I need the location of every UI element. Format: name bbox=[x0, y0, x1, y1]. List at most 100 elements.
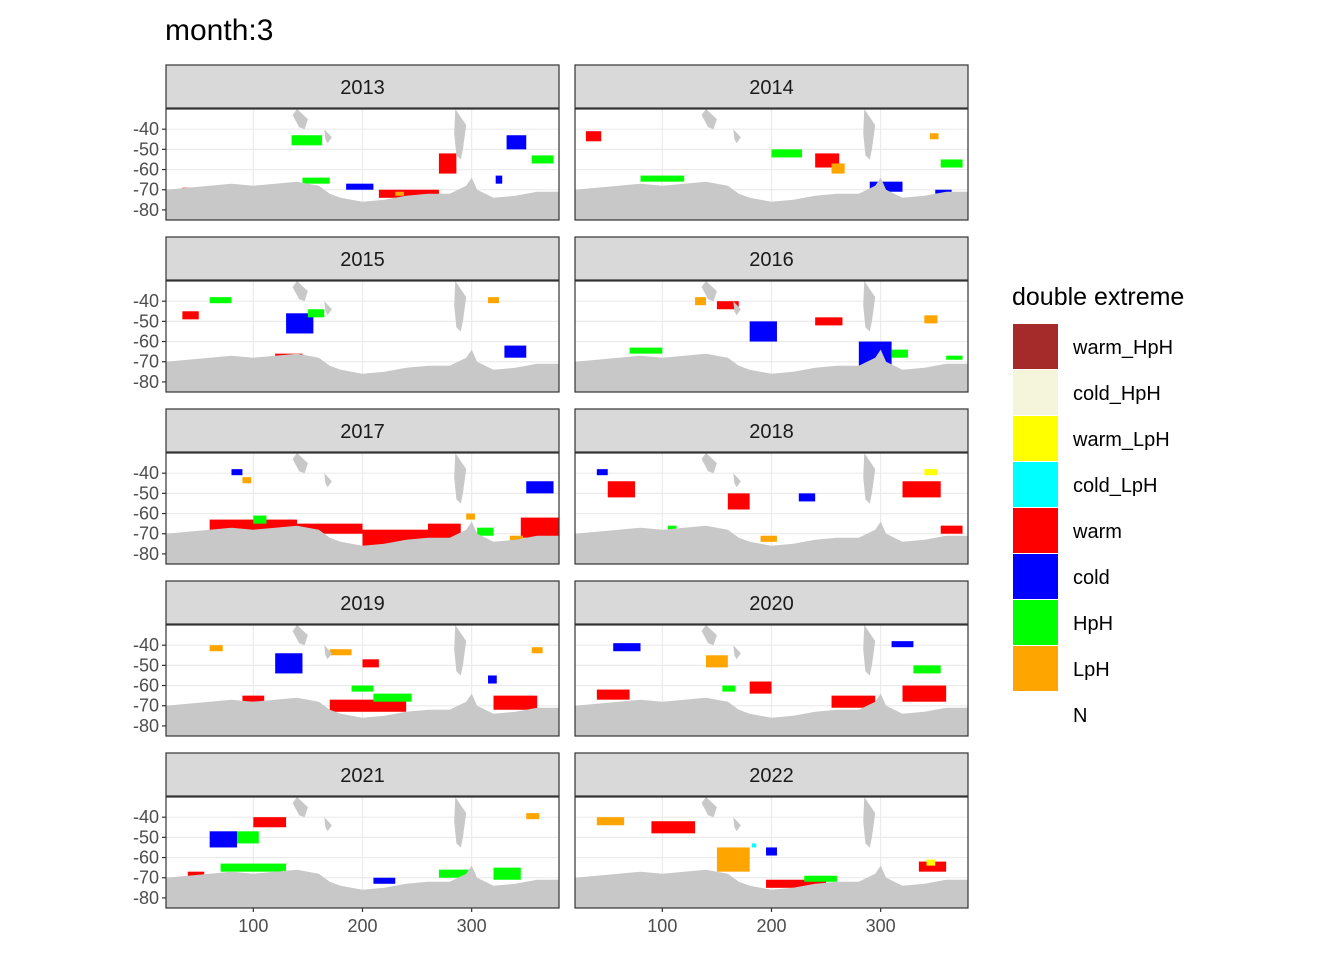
land-continent bbox=[324, 645, 332, 660]
y-tick-label: -80 bbox=[133, 372, 159, 392]
data-patch-warm bbox=[378, 189, 439, 198]
data-patch-warm bbox=[297, 523, 363, 534]
y-tick-label: -60 bbox=[133, 160, 159, 180]
data-patch-cold bbox=[766, 847, 777, 856]
land-antarctica bbox=[575, 865, 968, 908]
x-tick-label: 300 bbox=[457, 916, 487, 936]
data-patch-cold bbox=[613, 643, 641, 652]
data-patch-HpH bbox=[373, 693, 412, 702]
legend-label-warm_HpH: warm_HpH bbox=[1072, 337, 1173, 359]
panel-border bbox=[574, 280, 969, 393]
land-continent bbox=[324, 301, 332, 316]
legend-label-warm_LpH: warm_LpH bbox=[1072, 429, 1170, 451]
land-continent bbox=[324, 817, 332, 832]
facet-label: 2014 bbox=[749, 77, 794, 99]
facet-strip bbox=[574, 408, 969, 453]
x-tick-label: 100 bbox=[647, 916, 677, 936]
data-patch-cold bbox=[231, 469, 243, 476]
facet-strip bbox=[165, 408, 560, 453]
facet-strip bbox=[574, 752, 969, 797]
land-continent bbox=[292, 797, 308, 818]
data-patch-cold bbox=[935, 189, 952, 194]
data-patch-warm bbox=[727, 493, 750, 510]
legend-entry-warm_HpH: warm_HpH bbox=[1013, 324, 1173, 369]
y-tick-label: -60 bbox=[133, 504, 159, 524]
y-tick-label: -50 bbox=[133, 311, 159, 331]
data-patch-warm bbox=[253, 817, 287, 828]
facet-strip bbox=[165, 64, 560, 109]
land-continent bbox=[292, 453, 308, 474]
data-patch-HpH bbox=[629, 347, 663, 354]
land-continent bbox=[324, 129, 332, 144]
data-patch-warm bbox=[362, 659, 379, 668]
land-continent bbox=[454, 453, 467, 504]
legend-title: double extreme bbox=[1012, 283, 1184, 311]
legend-key-HpH bbox=[1013, 600, 1058, 645]
data-patch-LpH bbox=[329, 649, 352, 656]
land-continent bbox=[733, 301, 741, 316]
legend-entry-LpH: LpH bbox=[1013, 646, 1110, 691]
panel-border bbox=[574, 108, 969, 221]
legend-key-warm bbox=[1013, 508, 1058, 553]
panel-border bbox=[165, 280, 560, 393]
data-patch-HpH bbox=[531, 155, 554, 164]
legend-key-cold bbox=[1013, 554, 1058, 599]
panel-border bbox=[165, 108, 560, 221]
data-patch-warm bbox=[831, 695, 876, 708]
y-tick-label: -60 bbox=[133, 676, 159, 696]
land-antarctica bbox=[575, 349, 968, 392]
facet-2018: 2018 bbox=[574, 408, 969, 565]
data-patch-warm bbox=[242, 695, 265, 702]
y-tick-label: -60 bbox=[133, 848, 159, 868]
y-tick-label: -80 bbox=[133, 888, 159, 908]
land-continent bbox=[733, 817, 741, 832]
facet-strip bbox=[574, 64, 969, 109]
y-tick-label: -50 bbox=[133, 827, 159, 847]
facet-2022: 2022 100 200 300 bbox=[574, 752, 969, 936]
x-tick-label: 100 bbox=[238, 916, 268, 936]
land-continent bbox=[863, 281, 876, 332]
facet-2021: 2021 -40-50-60-70-80 100 200 300 bbox=[133, 752, 560, 936]
facet-2016: 2016 bbox=[574, 236, 969, 393]
y-tick-label: -50 bbox=[133, 139, 159, 159]
facet-strip bbox=[574, 580, 969, 625]
data-patch-LpH bbox=[760, 535, 777, 542]
land-continent bbox=[454, 281, 467, 332]
legend-key-LpH bbox=[1013, 646, 1058, 691]
data-patch-LpH bbox=[924, 315, 938, 324]
data-patch-LpH bbox=[929, 133, 939, 140]
y-tick-label: -70 bbox=[133, 524, 159, 544]
data-patch-HpH bbox=[946, 355, 963, 360]
data-patch-HpH bbox=[804, 875, 837, 882]
data-patch-cold bbox=[506, 135, 527, 150]
legend-key-N bbox=[1013, 692, 1058, 737]
panel-border bbox=[165, 452, 560, 565]
facet-strip bbox=[165, 236, 560, 281]
y-tick-label: -70 bbox=[133, 180, 159, 200]
data-patch-HpH bbox=[291, 135, 323, 146]
legend-entry-HpH: HpH bbox=[1013, 600, 1113, 645]
data-patch-HpH bbox=[940, 159, 963, 168]
land-continent bbox=[701, 281, 717, 302]
data-patch-cold bbox=[504, 345, 527, 358]
data-patch-warm bbox=[329, 699, 407, 712]
facet-label: 2013 bbox=[340, 77, 385, 99]
facet-label: 2018 bbox=[749, 421, 794, 443]
data-patch-cold bbox=[749, 321, 777, 342]
land-continent bbox=[454, 797, 467, 848]
legend-label-cold_LpH: cold_LpH bbox=[1073, 475, 1158, 497]
data-patch-cold bbox=[488, 675, 497, 684]
data-patch-cold bbox=[891, 641, 914, 648]
data-patch-cold bbox=[275, 653, 303, 674]
data-patch-warm bbox=[940, 525, 963, 534]
land-antarctica bbox=[575, 521, 968, 564]
legend-label-N: N bbox=[1073, 705, 1087, 727]
data-patch-HpH bbox=[477, 527, 494, 536]
panel-border bbox=[165, 624, 560, 737]
data-patch-LpH bbox=[209, 645, 223, 652]
data-patch-HpH bbox=[667, 525, 677, 530]
data-patch-HpH bbox=[640, 175, 685, 182]
facet-label: 2015 bbox=[340, 249, 385, 271]
data-patch-LpH bbox=[466, 513, 475, 520]
